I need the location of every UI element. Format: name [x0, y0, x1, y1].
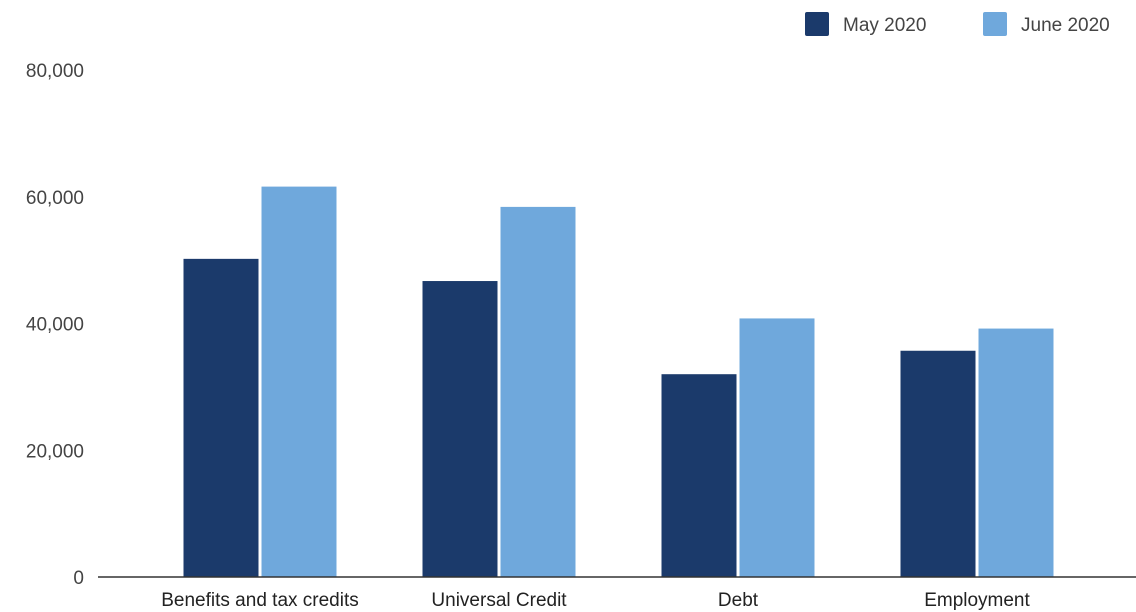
- legend-label: June 2020: [1021, 15, 1110, 36]
- y-axis: 0 20,000 40,000 60,000 80,000: [26, 61, 84, 589]
- bar: [739, 318, 815, 577]
- bar: [661, 374, 737, 577]
- x-tick-label: Employment: [924, 590, 1030, 611]
- x-tick-label: Benefits and tax credits: [161, 590, 359, 611]
- bar: [183, 258, 259, 577]
- legend-swatch: [983, 12, 1007, 36]
- y-tick-label: 40,000: [26, 315, 84, 336]
- y-tick-label: 60,000: [26, 188, 84, 209]
- bar: [261, 186, 337, 578]
- bar: [978, 328, 1054, 577]
- x-axis: Benefits and tax credits Universal Credit…: [161, 590, 1030, 611]
- legend-label: May 2020: [843, 15, 926, 36]
- bar: [422, 281, 498, 577]
- bars: [183, 186, 1054, 578]
- legend: May 2020 June 2020: [805, 12, 1110, 36]
- y-tick-label: 80,000: [26, 61, 84, 82]
- y-tick-label: 0: [73, 568, 84, 589]
- bar: [900, 350, 976, 577]
- y-tick-label: 20,000: [26, 441, 84, 462]
- x-tick-label: Debt: [718, 590, 759, 611]
- x-tick-label: Universal Credit: [431, 590, 567, 611]
- legend-swatch: [805, 12, 829, 36]
- bar: [500, 206, 576, 577]
